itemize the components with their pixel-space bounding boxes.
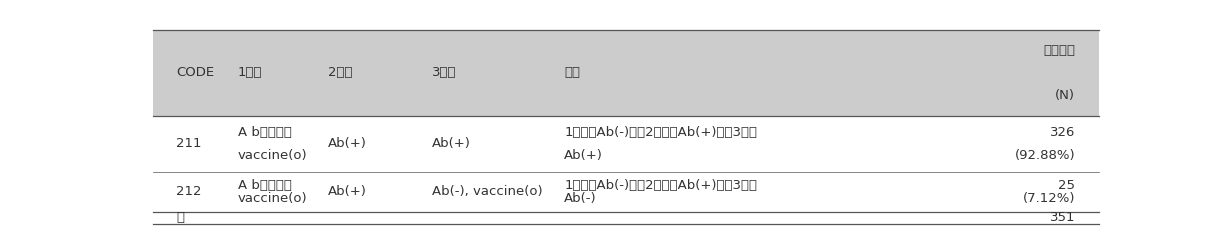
Text: 351: 351 xyxy=(1050,211,1076,225)
Text: Ab(+): Ab(+) xyxy=(327,185,366,198)
Text: Ab(-): Ab(-) xyxy=(564,192,597,205)
Text: Ab(+): Ab(+) xyxy=(327,137,366,150)
Text: 1년차　Ab(-)，　2년차　Ab(+)，　3년차: 1년차 Ab(-)， 2년차 Ab(+)， 3년차 xyxy=(564,126,757,139)
Text: Ab(+): Ab(+) xyxy=(432,137,470,150)
Text: Ab(-), vaccine(o): Ab(-), vaccine(o) xyxy=(432,185,542,198)
Text: (7.12%): (7.12%) xyxy=(1023,192,1076,205)
Text: (N): (N) xyxy=(1055,89,1076,102)
Text: 212: 212 xyxy=(176,185,201,198)
Text: 1년차　Ab(-)，　2년차　Ab(+)，　3년차: 1년차 Ab(-)， 2년차 Ab(+)， 3년차 xyxy=(564,179,757,192)
Text: 1년차: 1년차 xyxy=(238,67,263,79)
Text: A b（－），: A b（－）， xyxy=(238,126,292,139)
Text: (92.88%): (92.88%) xyxy=(1015,149,1076,162)
Text: vaccine(o): vaccine(o) xyxy=(238,149,308,162)
Text: 설명: 설명 xyxy=(564,67,580,79)
Text: 326: 326 xyxy=(1050,126,1076,139)
Text: 211: 211 xyxy=(176,137,201,150)
Text: 대상자수: 대상자수 xyxy=(1043,44,1076,57)
Text: 25: 25 xyxy=(1059,179,1076,192)
Text: 계: 계 xyxy=(176,211,184,225)
Text: 2년차: 2년차 xyxy=(327,67,352,79)
Text: CODE: CODE xyxy=(176,67,215,79)
Bar xyxy=(153,30,1099,116)
Text: Ab(+): Ab(+) xyxy=(564,149,603,162)
Text: 3년차: 3년차 xyxy=(432,67,457,79)
Text: A b（－），: A b（－）， xyxy=(238,179,292,192)
Text: vaccine(o): vaccine(o) xyxy=(238,192,308,205)
